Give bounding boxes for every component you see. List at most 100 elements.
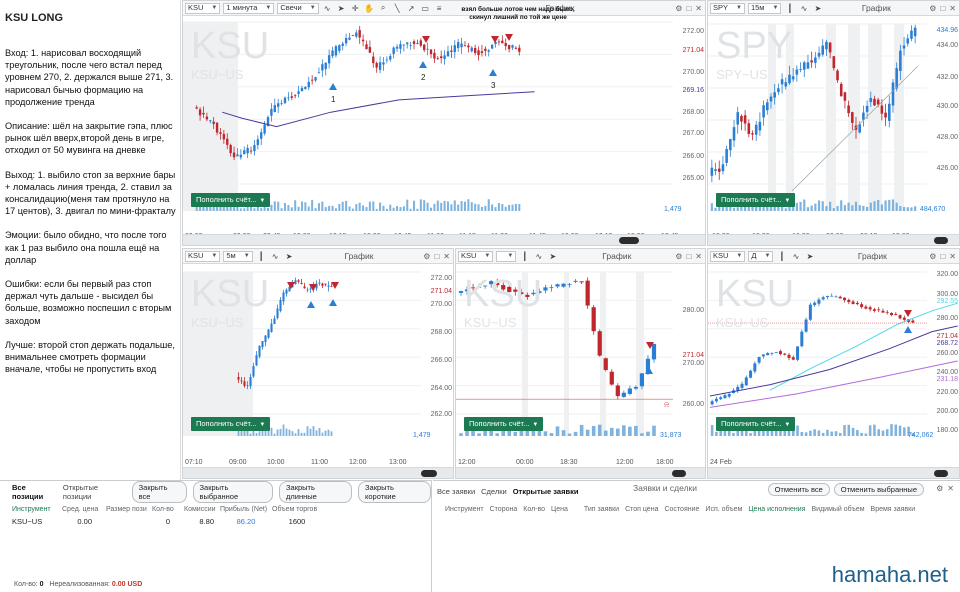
column-header[interactable]: Кол-во	[523, 505, 546, 513]
maximize-icon[interactable]: □	[940, 251, 946, 261]
symbol-select[interactable]: KSU ▼	[185, 250, 221, 262]
cancel-all-button[interactable]: Отменить все	[767, 483, 830, 496]
symbol-select[interactable]: KSU ▼	[710, 250, 746, 262]
symbol-select[interactable]: KSU ▼	[185, 2, 221, 14]
column-header[interactable]: Кол-во	[152, 505, 174, 513]
tab-open-orders[interactable]: Открытые заявки	[512, 487, 579, 496]
column-header[interactable]: Сторона	[489, 505, 518, 513]
close-long-button[interactable]: Закрыть длинные	[279, 480, 352, 503]
main-scrollbar[interactable]	[183, 234, 705, 245]
column-header[interactable]: Инструмент	[445, 505, 484, 513]
topup-button[interactable]: Пополнить счёт... ▼	[191, 417, 271, 431]
close-icon[interactable]: ✕	[949, 3, 956, 13]
column-header[interactable]: Цена исполнения	[748, 505, 806, 513]
close-icon[interactable]: ✕	[947, 484, 954, 493]
settings-icon[interactable]: ⚙	[423, 251, 431, 261]
symbol-select[interactable]: SPY ▼	[710, 2, 745, 14]
settings-icon[interactable]: ⚙	[675, 251, 683, 261]
line-tool-icon[interactable]: ╲	[394, 3, 400, 13]
ksu-hour-scrollbar[interactable]	[456, 467, 705, 478]
column-header[interactable]: Инструмент	[12, 505, 51, 513]
topup-button[interactable]: Пополнить счёт... ▼	[464, 417, 544, 431]
candles-icon[interactable]: ┃	[787, 3, 793, 13]
close-short-button[interactable]: Закрыть короткие	[358, 480, 431, 503]
cursor-icon[interactable]: ➤	[285, 251, 293, 261]
close-icon[interactable]: ✕	[949, 251, 956, 261]
settings-icon[interactable]: ⚙	[929, 3, 937, 13]
settings-icon[interactable]: ⚙	[929, 251, 937, 261]
maximize-icon[interactable]: □	[686, 3, 692, 13]
indicators-icon[interactable]: ∿	[271, 251, 279, 261]
hand-icon[interactable]: ✋	[364, 3, 375, 13]
scroll-thumb[interactable]	[619, 237, 639, 244]
column-header[interactable]: Комиссии	[184, 505, 216, 513]
cursor-icon[interactable]: ➤	[549, 251, 557, 261]
column-header[interactable]: Исп. объем	[705, 505, 743, 513]
column-header[interactable]: Видимый объем	[811, 505, 865, 513]
interval-select[interactable]: Д ▼	[748, 250, 774, 262]
tab-all-orders[interactable]: Все заявки	[437, 487, 476, 496]
column-header[interactable]: Состояние	[664, 505, 700, 513]
column-header[interactable]: Время заявки	[870, 505, 916, 513]
topup-button[interactable]: Пополнить счёт... ▼	[716, 417, 796, 431]
close-icon[interactable]: ✕	[443, 251, 450, 261]
spy-scrollbar[interactable]	[708, 234, 959, 245]
ksu-day-scrollbar[interactable]	[708, 467, 959, 478]
rect-tool-icon[interactable]: ▭	[421, 3, 429, 13]
settings-icon[interactable]: ⚙	[936, 484, 944, 493]
scroll-thumb[interactable]	[421, 470, 437, 477]
close-selected-button[interactable]: Закрыть выбранное	[192, 480, 273, 503]
close-all-button[interactable]: Закрыть все	[131, 480, 187, 503]
ksu-5m-chart-canvas[interactable]: 272.00 271.04 270.00 268.00 266.00 264.00 262.…	[183, 264, 454, 479]
candle-body	[426, 48, 429, 50]
maximize-icon[interactable]: □	[686, 251, 692, 261]
scroll-thumb[interactable]	[672, 470, 686, 477]
column-header[interactable]: Размер пози	[106, 505, 147, 513]
cancel-selected-button[interactable]: Отменить выбранные	[833, 483, 924, 496]
spy-chart-canvas[interactable]: 434.96434.00432.00430.00428.00426.0012:0…	[708, 16, 960, 246]
candles-icon[interactable]: ┃	[258, 251, 264, 261]
close-icon[interactable]: ✕	[695, 251, 702, 261]
settings-icon[interactable]: ⚙	[675, 3, 683, 13]
indicators-icon[interactable]: ∿	[792, 251, 800, 261]
topup-button[interactable]: Пополнить счёт... ▼	[191, 193, 271, 207]
interval-select[interactable]: ▼	[496, 250, 517, 262]
close-icon[interactable]: ✕	[695, 3, 702, 13]
cursor-icon[interactable]: ➤	[806, 251, 814, 261]
interval-select[interactable]: 1 минута ▼	[223, 2, 275, 14]
maximize-icon[interactable]: □	[940, 3, 946, 13]
topup-button[interactable]: Пополнить счёт... ▼	[716, 193, 796, 207]
fib-tool-icon[interactable]: ≡	[436, 3, 442, 13]
column-header[interactable]: Сред. цена	[62, 505, 99, 513]
crosshair-icon[interactable]: ✛	[351, 3, 359, 13]
indicators-icon[interactable]: ∿	[535, 251, 543, 261]
symbol-select[interactable]: KSU ▼	[458, 250, 494, 262]
ksu-5m-scrollbar[interactable]	[183, 467, 453, 478]
column-header[interactable]: Цена	[551, 505, 568, 513]
interval-select[interactable]: 5м ▼	[223, 250, 253, 262]
cursor-icon[interactable]: ➤	[814, 3, 822, 13]
scroll-thumb[interactable]	[934, 237, 948, 244]
chart-type-select[interactable]: Свечи ▼	[277, 2, 319, 14]
column-header[interactable]: Стоп цена	[625, 505, 659, 513]
zoom-icon[interactable]: ⌕	[380, 3, 386, 12]
column-header[interactable]: Тип заявки	[583, 505, 620, 513]
candles-icon[interactable]: ┃	[522, 251, 528, 261]
scroll-thumb[interactable]	[934, 470, 948, 477]
table-row[interactable]: KSU~US 0.00 0 8.80 86.20 1600	[0, 515, 431, 527]
tab-all-positions[interactable]: Все позиции	[12, 482, 44, 501]
column-header[interactable]: Объем торгов	[272, 505, 318, 513]
watermark-exchange: KSU~US	[716, 315, 769, 330]
interval-select[interactable]: 15м ▼	[747, 2, 782, 14]
candles-icon[interactable]: ┃	[779, 251, 785, 261]
tab-trades[interactable]: Сделки	[481, 487, 507, 496]
indicators-icon[interactable]: ∿	[800, 3, 808, 13]
column-header[interactable]: Прибыль (Net)	[220, 505, 268, 513]
maximize-icon[interactable]: □	[434, 251, 440, 261]
cursor-icon[interactable]: ➤	[337, 3, 345, 13]
tab-open-positions[interactable]: Открытые позиции	[62, 482, 99, 501]
indicators-icon[interactable]: ∿	[323, 3, 331, 13]
arrow-tool-icon[interactable]: ↗	[407, 3, 415, 13]
